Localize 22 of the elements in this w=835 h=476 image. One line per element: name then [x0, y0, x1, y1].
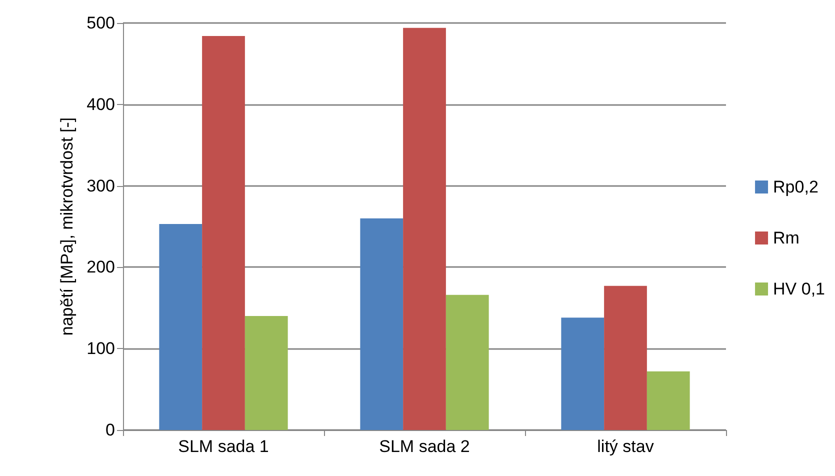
x-tick-label: litý stav: [597, 437, 654, 456]
x-tick-label: SLM sada 2: [379, 437, 470, 456]
legend-label: Rm: [773, 228, 800, 248]
x-tick-label: SLM sada 1: [178, 437, 269, 456]
y-tick-label: 300: [86, 176, 115, 196]
bar: [360, 218, 404, 430]
y-tick-label: 200: [86, 258, 115, 277]
y-tick-label: 0: [106, 420, 115, 440]
y-tick-label: 500: [86, 14, 115, 32]
bar: [646, 371, 690, 430]
bar: [403, 28, 446, 430]
y-tick-label: 400: [86, 94, 115, 114]
bar: [244, 316, 288, 430]
legend-label: Rp0,2: [773, 178, 818, 196]
bar: [561, 318, 604, 430]
y-axis-title: napětí [MPa], mikrotvrdost [-]: [58, 117, 77, 336]
legend-label: HV 0,1: [773, 280, 826, 298]
bar: [604, 286, 647, 430]
bar: [202, 36, 245, 430]
y-tick-label: 100: [86, 339, 115, 358]
bar: [159, 224, 202, 430]
bar: [446, 294, 489, 430]
